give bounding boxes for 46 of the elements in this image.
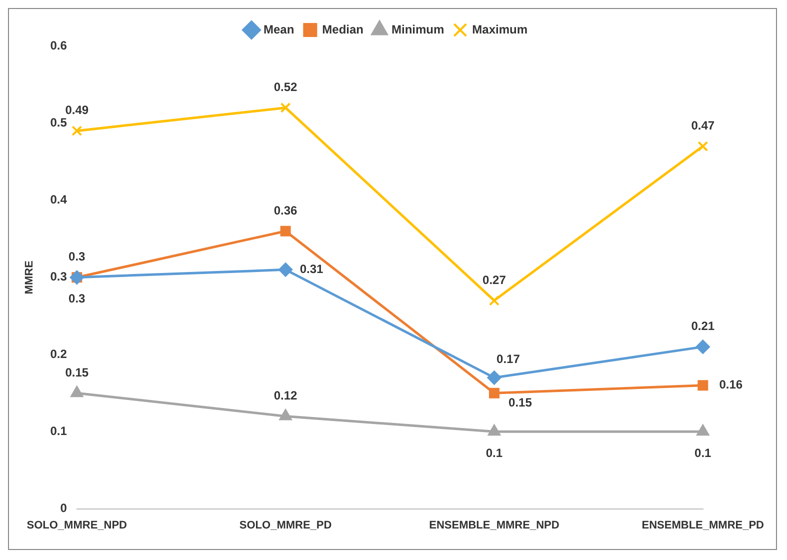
point [70,386,84,398]
data-label: 0.16 [719,378,743,392]
legend-label: Mean [263,22,294,36]
x-tick-label: ENSEMBLE_MMRE_NPD [429,519,560,532]
data-label: 0.3 [68,250,86,264]
data-label: 0.52 [274,80,298,94]
point [696,424,710,436]
data-label: 0.1 [486,446,503,460]
point [698,141,708,152]
data-label: 0.49 [65,103,89,118]
x-tick-label: ENSEMBLE_MMRE_PD [642,519,764,532]
data-label: 0.31 [300,262,324,276]
y-tick-label: 0.1 [50,424,68,438]
point [696,340,710,354]
data-label: 0.36 [274,203,298,218]
x-tick-label: SOLO_MMRE_PD [239,519,332,532]
y-axis-title: MMRE [24,260,36,294]
point [72,126,82,136]
data-label: 0.15 [65,365,89,380]
legend-label: Median [322,22,364,36]
point [279,409,292,420]
legend-label: Minimum [392,22,444,36]
point [280,226,291,236]
data-label: 0.12 [274,388,298,403]
y-tick-label: 0.2 [50,346,68,361]
data-label: 0.3 [68,292,86,306]
point [488,388,500,398]
data-label: 0.17 [496,352,520,366]
point [488,295,500,306]
point [280,102,291,113]
y-tick-label: 0.6 [50,38,68,52]
legend-label: Maximum [472,22,528,36]
y-tick-label: 0.3 [50,270,68,284]
y-tick-label: 0 [60,501,68,516]
y-tick-label: 0.5 [50,115,68,130]
data-label: 0.47 [691,118,715,133]
data-label: 0.15 [508,395,532,410]
point [698,380,708,391]
data-label: 0.21 [691,319,715,334]
data-label: 0.1 [694,446,712,460]
point [488,424,500,436]
point [487,370,502,385]
data-label: 0.27 [482,272,506,287]
point [278,262,293,277]
y-tick-label: 0.4 [50,192,68,207]
x-tick-label: SOLO_MMRE_NPD [26,519,128,532]
